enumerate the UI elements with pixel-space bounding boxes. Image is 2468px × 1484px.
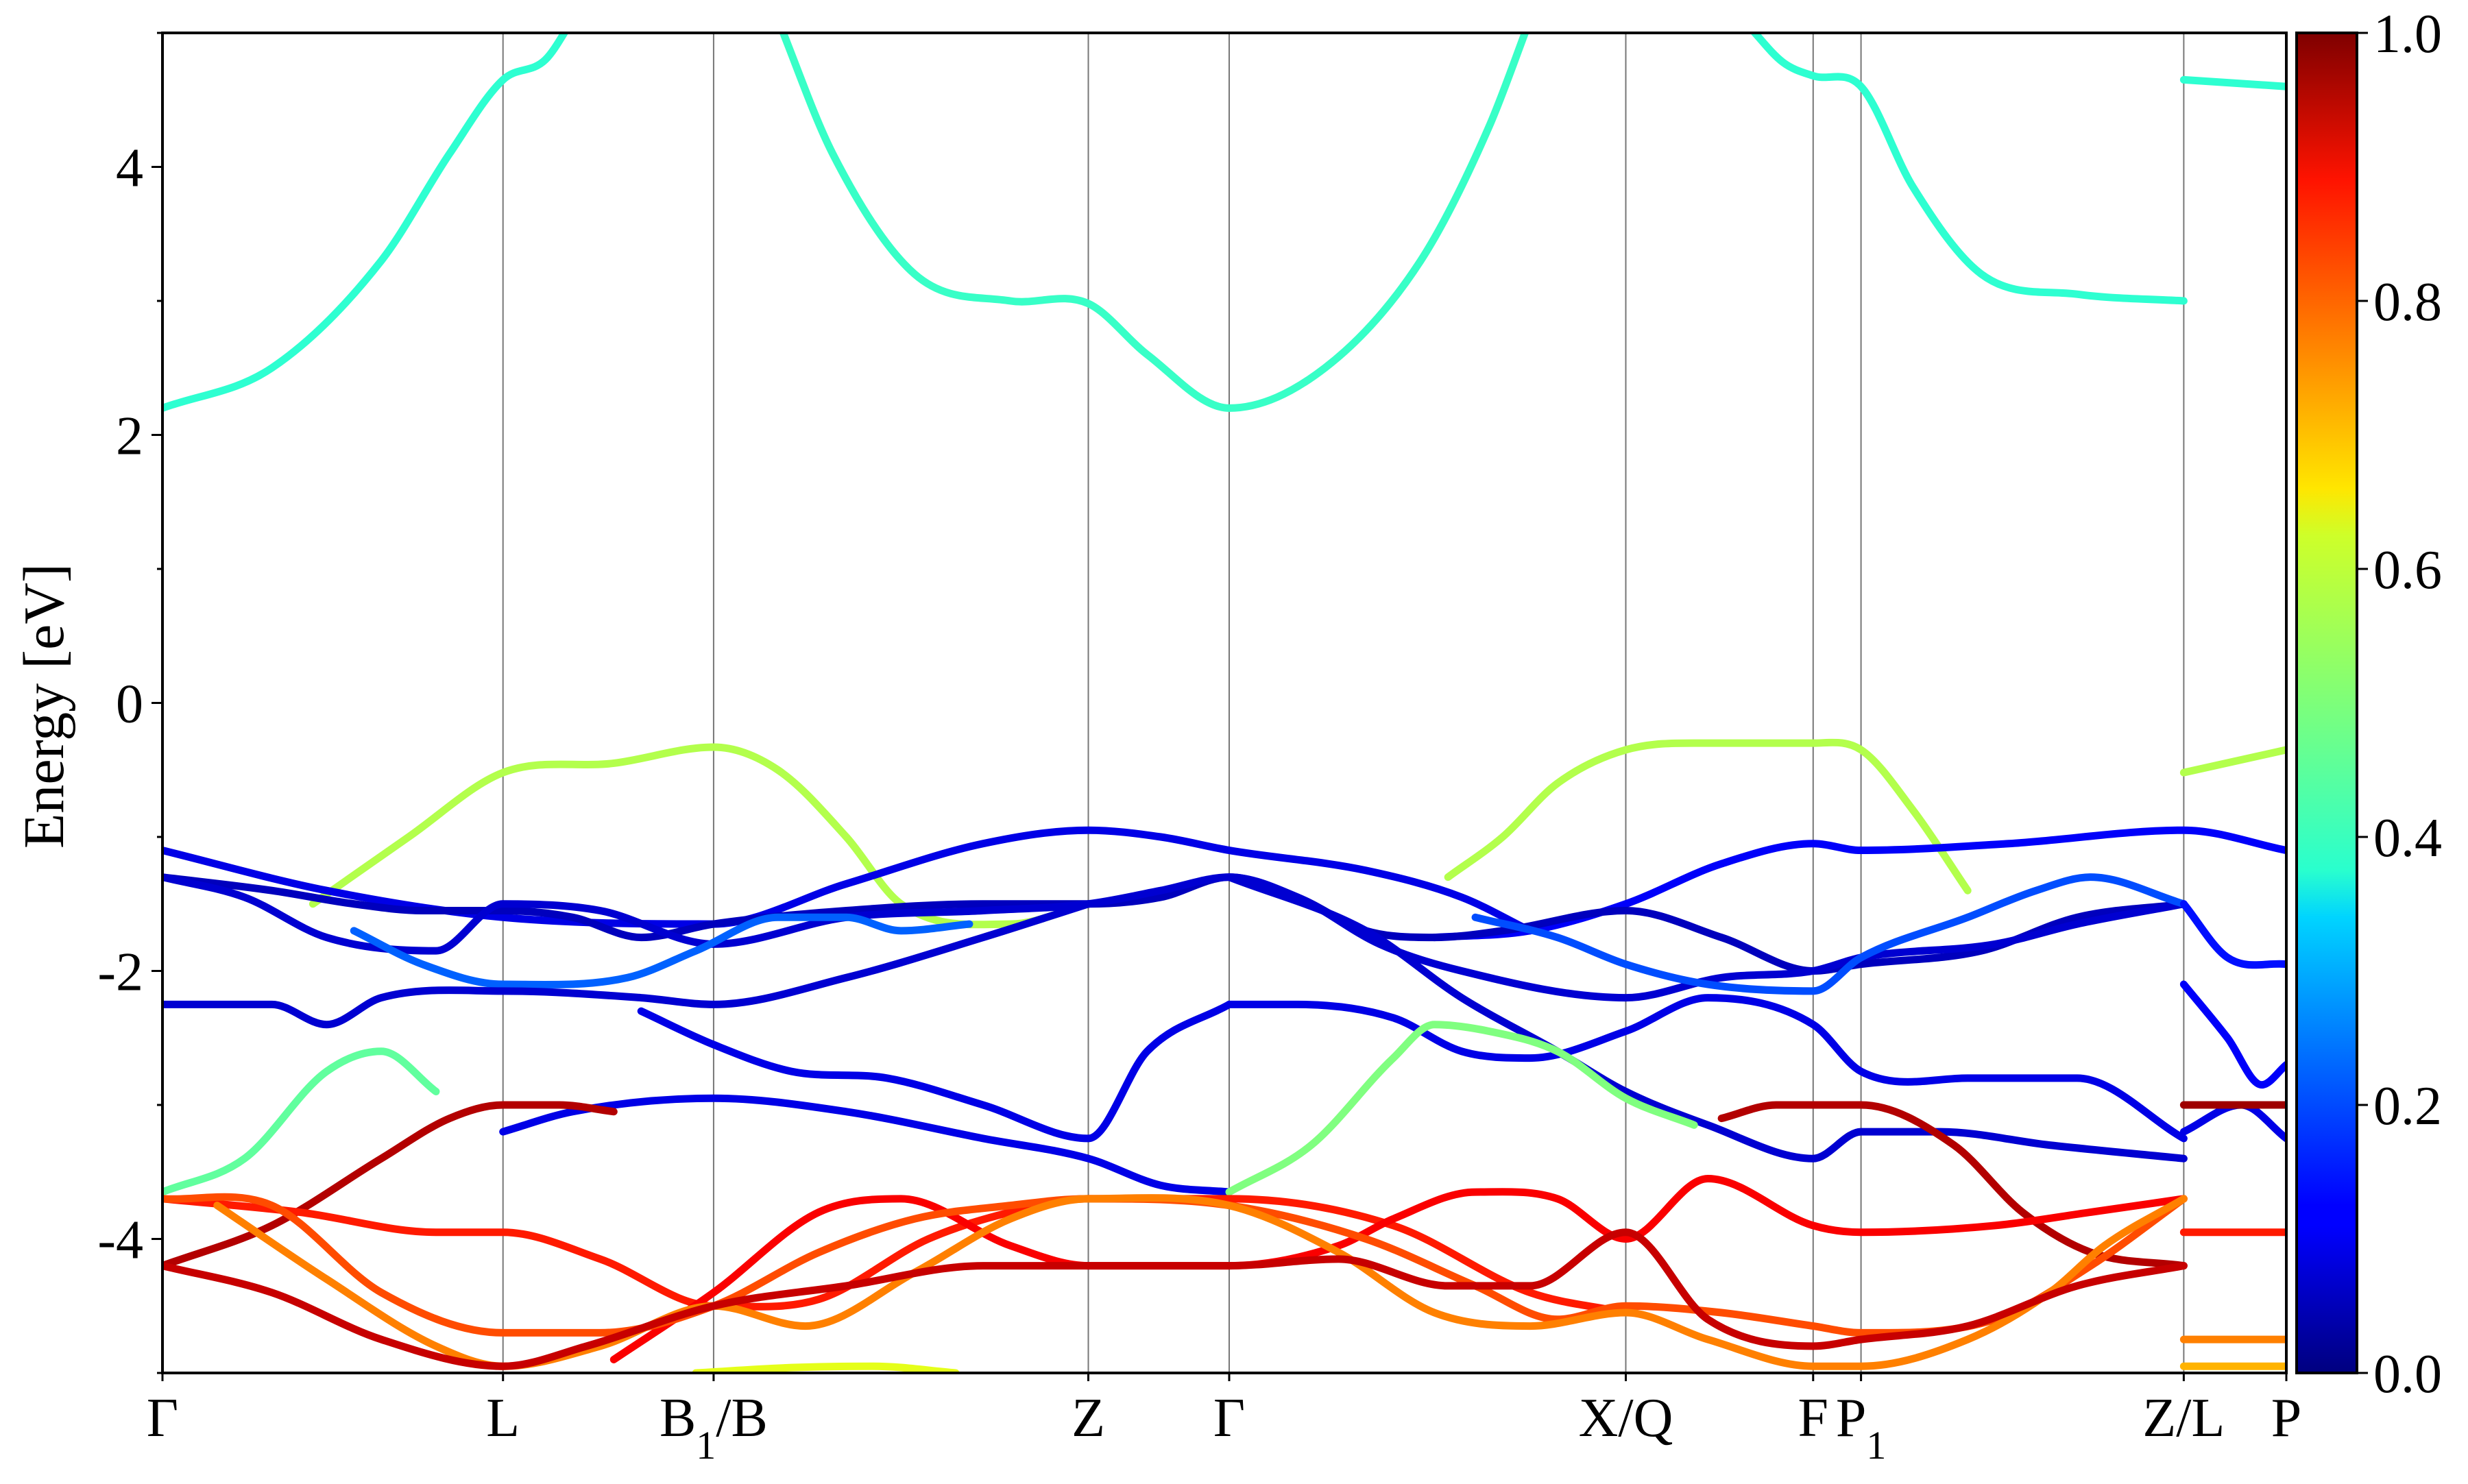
- colorbar-tick-label: 0.0: [2373, 1344, 2442, 1404]
- band-line: [162, 1047, 440, 1196]
- x-tick-label: X/Q: [1579, 1388, 1673, 1448]
- colorbar: 0.0 0.2 0.4 0.6 0.8 1.0: [2295, 4, 2442, 1404]
- band-line: [162, 873, 2188, 1002]
- plot-frame: [161, 32, 2288, 1374]
- band-line: [2179, 746, 2286, 777]
- band-line: [2179, 980, 2286, 1089]
- y-tick-label: 2: [116, 406, 143, 467]
- x-tick-label: P: [2271, 1388, 2302, 1448]
- band-line: [350, 913, 973, 989]
- band-line: [1225, 1021, 1698, 1196]
- x-tick-label: P1: [1836, 1388, 1887, 1468]
- band-line: [637, 1000, 1233, 1143]
- x-axis-ticks: Γ L B1/B Z Γ X/Q F P1 Z/L P: [147, 1373, 2301, 1468]
- x-tick-label: Z: [1072, 1388, 1105, 1448]
- kpoint-lines: [502, 33, 2185, 1373]
- x-tick-label: Z/L: [2142, 1388, 2225, 1448]
- x-tick-label: Γ: [1213, 1388, 1245, 1448]
- band-line: [2179, 75, 2286, 90]
- x-tick-label: F: [1798, 1388, 1829, 1448]
- band-line: [2179, 900, 2286, 969]
- colorbar-tick-label: 0.8: [2373, 272, 2442, 332]
- y-tick-label: -4: [97, 1211, 143, 1271]
- y-tick-label: 0: [116, 674, 143, 735]
- x-tick-label: L: [486, 1388, 520, 1448]
- band-line: [2179, 1101, 2286, 1143]
- bands: [162, 33, 2286, 1373]
- band-line: [609, 1175, 2188, 1363]
- band-line: [1225, 994, 2188, 1143]
- band-line: [213, 1194, 2188, 1370]
- colorbar-gradient: [2295, 32, 2358, 1374]
- band-line: [1750, 33, 2188, 305]
- band-line: [1471, 873, 2188, 995]
- band-line: [1444, 738, 1972, 895]
- colorbar-ticks: 0.0 0.2 0.4 0.6 0.8 1.0: [2357, 4, 2442, 1404]
- colorbar-tick-label: 0.4: [2373, 808, 2442, 868]
- colorbar-tick-label: 1.0: [2373, 4, 2442, 64]
- x-tick-label: Γ: [147, 1388, 178, 1448]
- band-line: [162, 1228, 2188, 1370]
- colorbar-tick-label: 0.2: [2373, 1076, 2442, 1136]
- y-axis-ticks: -4 -2 0 2 4: [97, 32, 162, 1374]
- band-line: [779, 33, 1529, 412]
- band-line: [162, 33, 569, 412]
- y-tick-label: 4: [116, 138, 143, 199]
- y-axis-label: Energy [eV]: [12, 563, 76, 849]
- band-line: [692, 1362, 960, 1373]
- colorbar-tick-label: 0.6: [2373, 540, 2442, 600]
- band-line: [1225, 873, 2188, 1163]
- band-line: [1430, 826, 2286, 942]
- band-line: [308, 743, 1093, 929]
- band-line: [499, 1094, 1233, 1196]
- band-line: [162, 900, 1093, 1029]
- x-tick-label: B1/B: [660, 1388, 768, 1468]
- y-tick-label: -2: [97, 942, 143, 1003]
